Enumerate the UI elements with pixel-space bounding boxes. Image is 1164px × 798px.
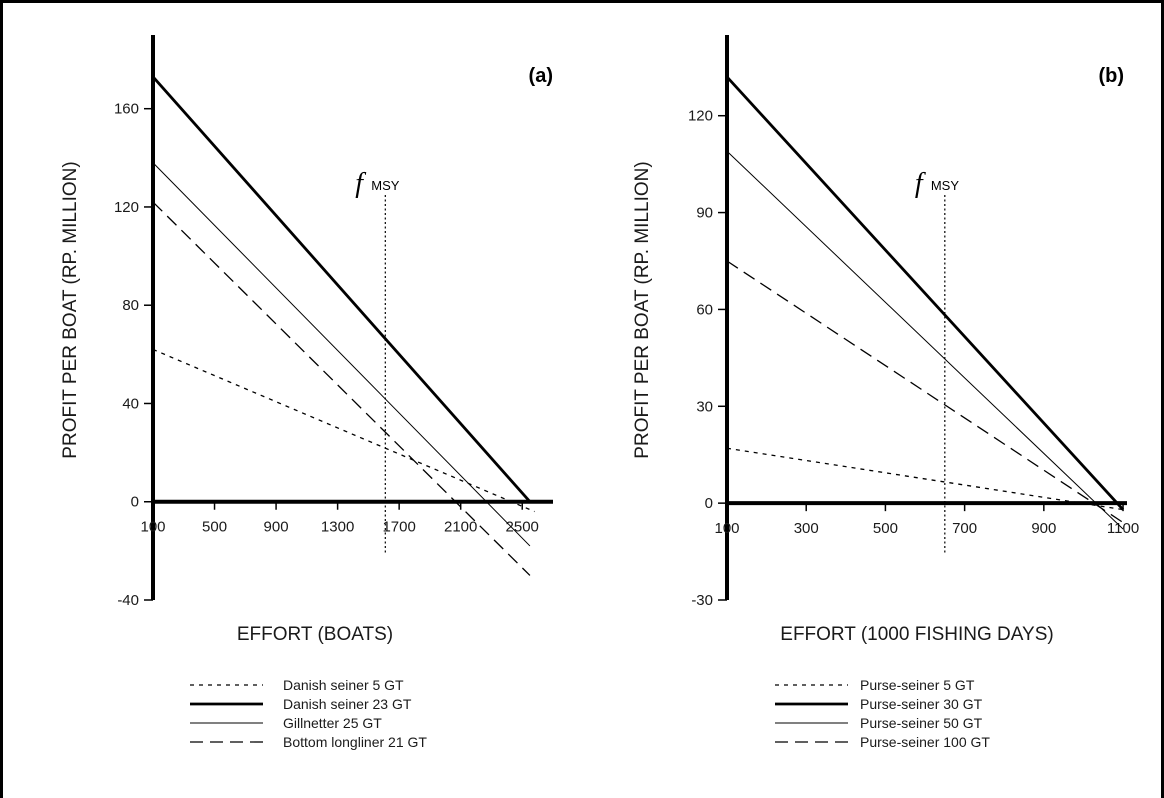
legend-label-b-1: Purse-seiner 5 GT	[860, 677, 975, 693]
y-axis-title-b: PROFIT PER BOAT (RP. MILLION)	[632, 161, 653, 458]
y-tick-label-a: 40	[122, 395, 139, 412]
series-line-b-3	[726, 150, 1124, 530]
legend-label-a-4: Bottom longliner 21 GT	[283, 734, 427, 750]
x-tick-label-a: 2500	[506, 519, 539, 536]
panel-b: (b) EFFORT (1000 FISHING DAYS) PROFIT PE…	[632, 35, 1139, 750]
x-tick-label-b: 500	[873, 520, 898, 537]
legend-label-b-4: Purse-seiner 100 GT	[860, 734, 990, 750]
legend-label-a-3: Gillnetter 25 GT	[283, 715, 382, 731]
y-tick-label-b: 120	[688, 108, 713, 125]
series-line-b-4	[726, 260, 1124, 524]
x-tick-label-a: 500	[202, 519, 227, 536]
x-tick-label-b: 300	[794, 520, 819, 537]
fmsy-label-a: f	[355, 168, 366, 199]
series-line-b-1	[726, 447, 1124, 511]
x-tick-label-a: 1700	[382, 519, 415, 536]
fmsy-subscript-a: MSY	[371, 178, 400, 193]
y-tick-label-a: 0	[131, 494, 139, 511]
x-axis-title-b: EFFORT (1000 FISHING DAYS)	[780, 624, 1053, 645]
y-tick-label-a: -40	[117, 592, 139, 609]
x-tick-label-a: 1300	[321, 519, 354, 536]
legend-label-a-1: Danish seiner 5 GT	[283, 677, 404, 693]
y-tick-label-a: 120	[114, 199, 139, 216]
legend-label-a-2: Danish seiner 23 GT	[283, 696, 412, 712]
panel-label-b: (b)	[1098, 65, 1124, 87]
y-tick-label-b: 30	[696, 398, 713, 415]
x-tick-label-a: 900	[264, 519, 289, 536]
legend-label-b-3: Purse-seiner 50 GT	[860, 715, 983, 731]
y-tick-label-a: 80	[122, 297, 139, 314]
y-tick-label-b: 90	[696, 205, 713, 222]
fmsy-subscript-b: MSY	[931, 178, 960, 193]
panel-label-a: (a)	[529, 65, 553, 87]
y-tick-label-a: 160	[114, 101, 139, 118]
x-tick-label-b: 100	[714, 520, 739, 537]
y-tick-label-b: -30	[691, 592, 713, 609]
panel-a: (a) EFFORT (BOATS) PROFIT PER BOAT (RP. …	[60, 35, 553, 750]
y-tick-label-b: 0	[705, 495, 713, 512]
x-tick-label-b: 900	[1031, 520, 1056, 537]
y-tick-label-b: 60	[696, 301, 713, 318]
series-line-a-2	[151, 75, 531, 503]
series-line-b-2	[725, 76, 1125, 511]
y-axis-title-a: PROFIT PER BOAT (RP. MILLION)	[60, 161, 81, 458]
x-axis-title-a: EFFORT (BOATS)	[237, 624, 393, 645]
series-line-a-3	[152, 162, 531, 547]
x-tick-label-a: 2100	[444, 519, 477, 536]
series-line-a-4	[152, 201, 531, 576]
x-tick-label-a: 100	[140, 519, 165, 536]
legend-label-b-2: Purse-seiner 30 GT	[860, 696, 983, 712]
x-tick-label-b: 700	[952, 520, 977, 537]
fmsy-label-b: f	[915, 168, 926, 199]
series-line-a-1	[152, 348, 535, 513]
